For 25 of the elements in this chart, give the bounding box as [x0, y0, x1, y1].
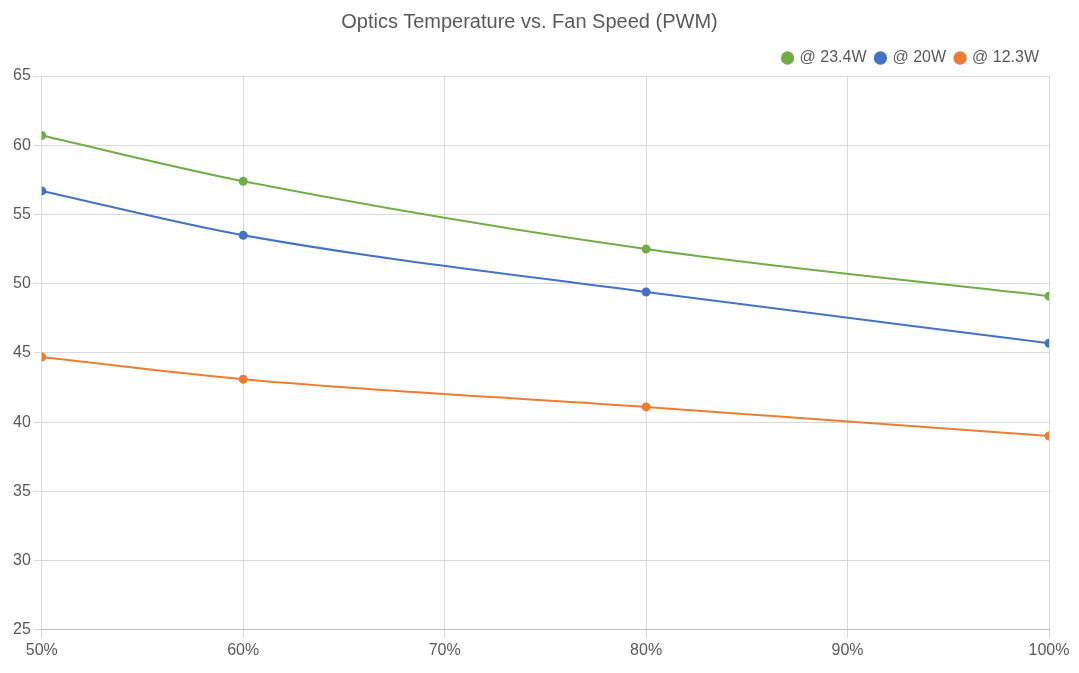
- x-tick-label: 90%: [831, 640, 864, 658]
- y-tick-label: 60: [13, 135, 31, 153]
- y-tick-label: 55: [13, 204, 31, 222]
- point: [238, 230, 248, 240]
- legend-label: @ 12.3W: [972, 48, 1040, 66]
- point: [641, 244, 651, 254]
- y-tick-label: 45: [13, 343, 31, 361]
- x-tick-label: 50%: [25, 640, 58, 658]
- x-tick-label: 70%: [428, 640, 461, 658]
- y-tick-label: 30: [13, 550, 31, 568]
- point: [641, 287, 651, 297]
- x-tick-label: 100%: [1028, 640, 1070, 658]
- y-tick-label: 50: [13, 274, 31, 292]
- y-tick-label: 65: [13, 66, 31, 84]
- point: [238, 176, 248, 186]
- y-tick-label: 25: [13, 620, 31, 638]
- chart-title: Optics Temperature vs. Fan Speed (PWM): [341, 9, 718, 32]
- y-tick-label: 35: [13, 481, 31, 499]
- point: [641, 402, 651, 412]
- y-tick-label: 40: [13, 412, 31, 430]
- x-tick-label: 80%: [630, 640, 663, 658]
- legend-label: @ 20W: [892, 48, 947, 66]
- legend-label: @ 23.4W: [799, 48, 868, 66]
- x-tick-label: 60%: [227, 640, 260, 658]
- point: [238, 374, 248, 384]
